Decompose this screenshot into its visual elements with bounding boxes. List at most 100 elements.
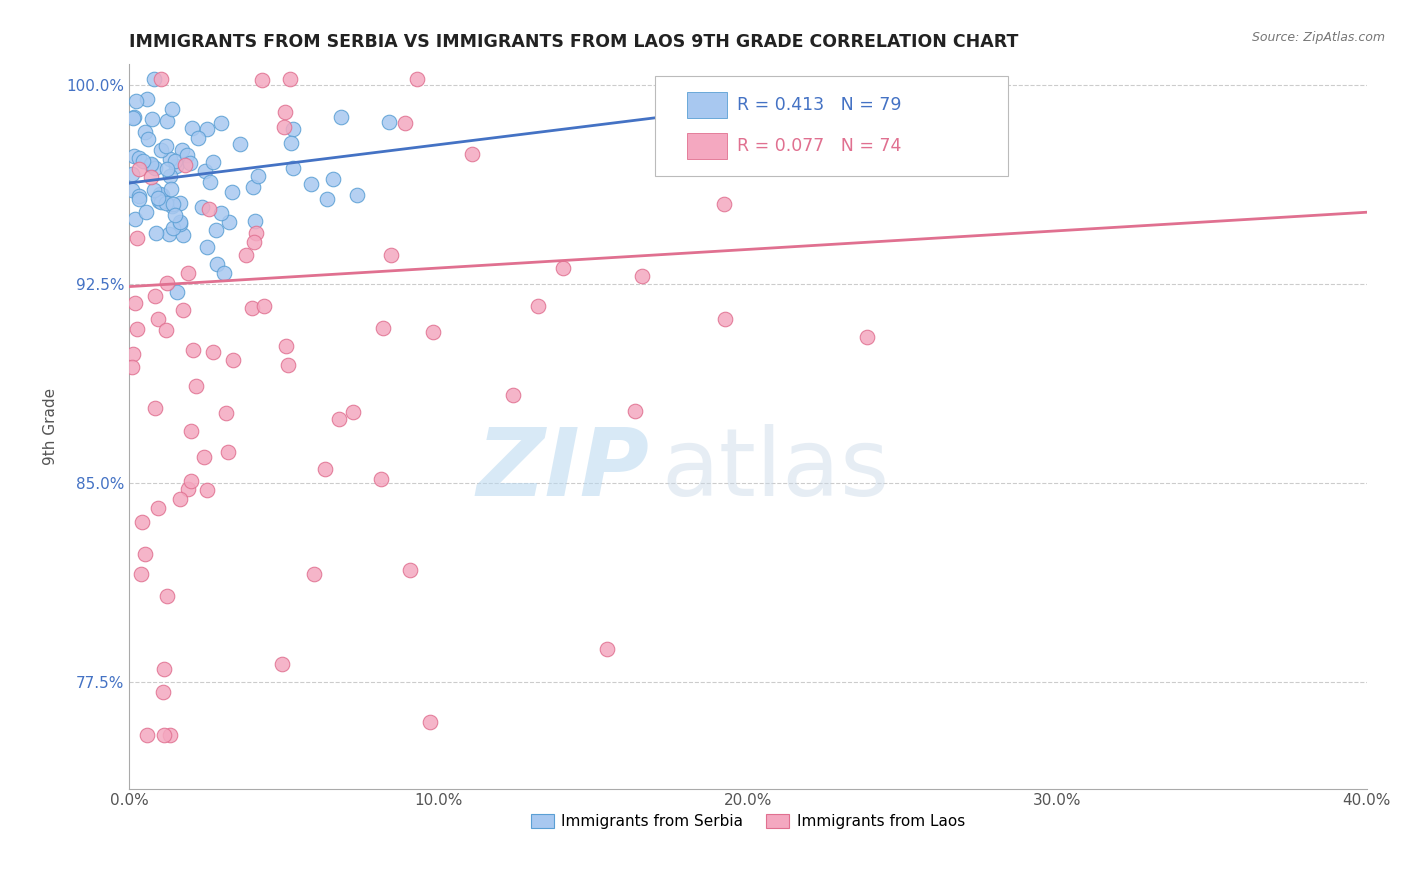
Point: [422, 326, 444, 340]
Point: [136, 131, 159, 145]
Point: [169, 195, 191, 210]
Point: [150, 143, 173, 157]
Point: [692, 125, 714, 139]
Point: [155, 195, 177, 210]
Point: [378, 115, 401, 129]
Point: [159, 169, 181, 184]
Point: [124, 110, 146, 124]
Point: [127, 231, 149, 245]
Point: [121, 347, 143, 361]
Y-axis label: 9th Grade: 9th Grade: [44, 387, 58, 465]
Point: [134, 547, 156, 561]
Point: [195, 122, 218, 136]
Point: [180, 120, 202, 135]
Point: [122, 149, 145, 163]
Point: [180, 424, 202, 438]
Point: [139, 158, 162, 172]
Point: [135, 205, 157, 219]
Point: [128, 161, 150, 176]
Text: ZIP: ZIP: [477, 424, 650, 516]
Point: [121, 167, 143, 181]
Point: [160, 102, 183, 116]
Point: [166, 160, 188, 174]
Point: [128, 192, 150, 206]
Point: [205, 257, 228, 271]
Point: [162, 220, 184, 235]
Point: [159, 152, 181, 166]
Point: [855, 329, 877, 343]
Point: [146, 312, 169, 326]
Point: [134, 125, 156, 139]
Point: [143, 401, 166, 415]
Point: [187, 130, 209, 145]
Point: [502, 388, 524, 402]
Point: [273, 105, 295, 120]
Point: [370, 472, 392, 486]
Point: [197, 240, 219, 254]
Point: [177, 483, 200, 497]
Point: [145, 227, 167, 241]
Point: [152, 661, 174, 675]
Point: [240, 301, 263, 315]
Point: [714, 311, 737, 326]
Point: [162, 196, 184, 211]
Point: [198, 202, 221, 217]
Point: [624, 403, 647, 417]
Point: [143, 72, 166, 87]
Point: [156, 113, 179, 128]
Point: [253, 299, 276, 313]
Point: [180, 474, 202, 488]
Point: [322, 172, 344, 186]
Point: [127, 322, 149, 336]
Point: [211, 116, 233, 130]
Point: [342, 404, 364, 418]
Point: [135, 728, 157, 742]
Point: [146, 191, 169, 205]
Point: [159, 728, 181, 742]
Point: [155, 322, 177, 336]
Point: [160, 182, 183, 196]
Point: [235, 247, 257, 261]
Point: [172, 228, 194, 243]
Point: [229, 136, 252, 151]
Point: [222, 352, 245, 367]
Point: [380, 247, 402, 261]
Point: [281, 161, 304, 175]
Point: [280, 72, 302, 87]
Point: [195, 483, 218, 497]
Point: [169, 492, 191, 507]
Point: [277, 358, 299, 372]
Point: [153, 728, 176, 742]
Text: IMMIGRANTS FROM SERBIA VS IMMIGRANTS FROM LAOS 9TH GRADE CORRELATION CHART: IMMIGRANTS FROM SERBIA VS IMMIGRANTS FRO…: [129, 33, 1019, 51]
Point: [141, 170, 163, 185]
Point: [169, 217, 191, 231]
Point: [217, 445, 239, 459]
Point: [125, 94, 148, 108]
Point: [252, 73, 274, 87]
Point: [191, 200, 214, 214]
Point: [373, 320, 395, 334]
Point: [399, 563, 422, 577]
Point: [157, 227, 180, 242]
Point: [149, 194, 172, 209]
Point: [630, 268, 652, 283]
Point: [141, 157, 163, 171]
Point: [281, 122, 304, 136]
Point: [243, 213, 266, 227]
Point: [271, 657, 294, 671]
Point: [302, 567, 325, 582]
Point: [150, 187, 173, 202]
Point: [204, 223, 226, 237]
Point: [315, 192, 337, 206]
Point: [346, 187, 368, 202]
Point: [193, 450, 215, 464]
Point: [152, 685, 174, 699]
Point: [149, 186, 172, 201]
Point: [129, 566, 152, 581]
Point: [150, 72, 173, 87]
Point: [128, 188, 150, 202]
Point: [121, 183, 143, 197]
Point: [169, 215, 191, 229]
Point: [221, 185, 243, 199]
Point: [212, 266, 235, 280]
